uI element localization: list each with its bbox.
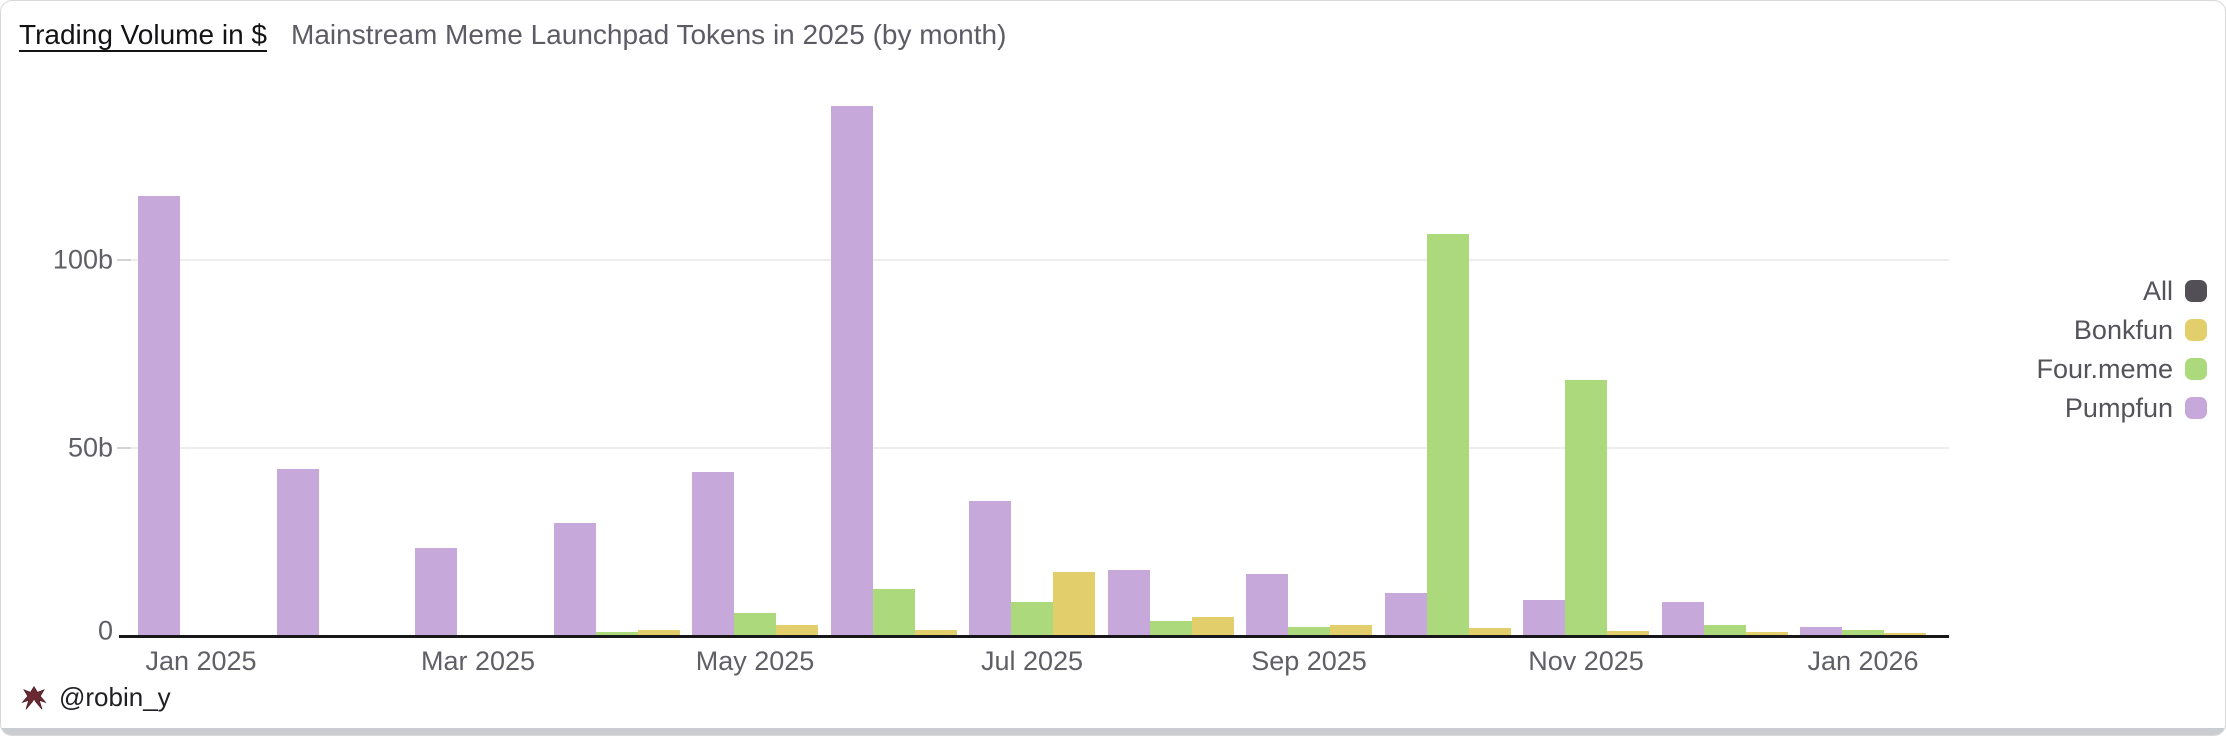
x-axis-line: [119, 635, 1949, 638]
legend-item-label: All: [2142, 275, 2173, 306]
bar-bonkfun-aug-2025[interactable]: [1192, 617, 1234, 636]
bar-bonkfun-nov-2025[interactable]: [1607, 631, 1649, 636]
bar-four-meme-dec-2025[interactable]: [1704, 625, 1746, 636]
legend-item-bonkfun[interactable]: Bonkfun: [2074, 315, 2207, 345]
legend-item-pumpfun[interactable]: Pumpfun: [2065, 393, 2207, 423]
chart-header: Trading Volume in $ Mainstream Meme Laun…: [19, 19, 1006, 51]
bar-bonkfun-dec-2025[interactable]: [1746, 632, 1788, 636]
chart-subtitle: Mainstream Meme Launchpad Tokens in 2025…: [291, 19, 1007, 50]
x-tick-label: Jul 2025: [980, 646, 1084, 676]
y-axis-tick: [117, 259, 131, 261]
bar-pumpfun-apr-2025[interactable]: [554, 523, 596, 636]
bar-four-meme-may-2025[interactable]: [734, 613, 776, 636]
x-tick-label: Sep 2025: [1251, 646, 1367, 676]
bar-bonkfun-jan-2026[interactable]: [1884, 633, 1926, 636]
bar-pumpfun-jul-2025[interactable]: [969, 501, 1011, 636]
x-tick-label: Nov 2025: [1528, 646, 1644, 676]
bar-four-meme-jan-2026[interactable]: [1842, 630, 1884, 636]
chart-footer: @robin_y: [19, 682, 171, 713]
bar-bonkfun-may-2025[interactable]: [776, 625, 818, 636]
bar-bonkfun-oct-2025[interactable]: [1469, 628, 1511, 636]
legend-swatch: [2185, 280, 2207, 302]
gridline: [131, 259, 1949, 261]
bar-bonkfun-sep-2025[interactable]: [1330, 625, 1372, 636]
bar-pumpfun-aug-2025[interactable]: [1108, 570, 1150, 636]
bar-four-meme-jun-2025[interactable]: [873, 589, 915, 636]
mascot-icon: [21, 685, 47, 709]
bar-four-meme-jul-2025[interactable]: [1011, 602, 1053, 636]
gridline: [131, 447, 1949, 449]
x-tick-label: Jan 2025: [145, 646, 257, 676]
legend-swatch: [2185, 397, 2207, 419]
legend-swatch: [2185, 358, 2207, 380]
legend-item-label: Bonkfun: [2073, 314, 2173, 345]
bar-pumpfun-feb-2025[interactable]: [277, 469, 319, 636]
bar-bonkfun-jul-2025[interactable]: [1053, 572, 1095, 636]
y-tick-label: 100b: [52, 244, 113, 275]
x-tick-label: May 2025: [695, 646, 815, 676]
bar-pumpfun-mar-2025[interactable]: [415, 548, 457, 636]
bar-pumpfun-nov-2025[interactable]: [1523, 600, 1565, 636]
window-bottom-edge: [1, 728, 2225, 735]
bar-four-meme-oct-2025[interactable]: [1427, 234, 1469, 636]
legend-item-label: Pumpfun: [2064, 392, 2173, 423]
y-axis-tick: [117, 447, 131, 449]
chart-legend: All Bonkfun Four.meme Pumpfun: [2036, 276, 2207, 423]
x-tick-label: Mar 2025: [420, 646, 536, 676]
bar-bonkfun-apr-2025[interactable]: [638, 630, 680, 636]
bar-four-meme-aug-2025[interactable]: [1150, 621, 1192, 636]
bar-four-meme-nov-2025[interactable]: [1565, 380, 1607, 636]
x-tick-label: Jan 2026: [1807, 646, 1919, 676]
bar-four-meme-apr-2025[interactable]: [596, 632, 638, 636]
y-tick-label: 0: [97, 615, 113, 646]
legend-swatch: [2185, 319, 2207, 341]
bar-pumpfun-dec-2025[interactable]: [1662, 602, 1704, 636]
bar-pumpfun-may-2025[interactable]: [692, 472, 734, 636]
bar-bonkfun-jun-2025[interactable]: [915, 630, 957, 636]
legend-item-four-meme[interactable]: Four.meme: [2036, 354, 2207, 384]
credit-handle[interactable]: @robin_y: [59, 682, 171, 712]
bar-four-meme-sep-2025[interactable]: [1288, 627, 1330, 636]
bar-pumpfun-jun-2025[interactable]: [831, 106, 873, 636]
bar-pumpfun-jan-2025[interactable]: [138, 196, 180, 636]
legend-item-all[interactable]: All: [2143, 276, 2207, 306]
legend-item-label: Four.meme: [2036, 353, 2173, 384]
bar-pumpfun-jan-2026[interactable]: [1800, 627, 1842, 636]
bar-pumpfun-sep-2025[interactable]: [1246, 574, 1288, 636]
bar-pumpfun-oct-2025[interactable]: [1385, 593, 1427, 636]
page-title[interactable]: Trading Volume in $: [19, 19, 267, 50]
y-tick-label: 50b: [67, 432, 113, 463]
